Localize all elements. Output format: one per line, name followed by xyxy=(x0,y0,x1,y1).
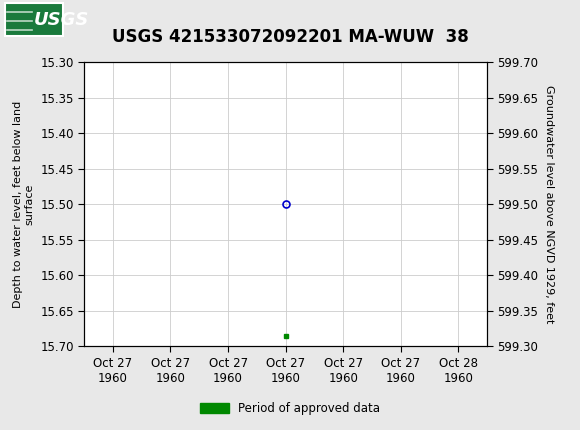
Legend: Period of approved data: Period of approved data xyxy=(195,397,385,420)
Y-axis label: Depth to water level, feet below land
surface: Depth to water level, feet below land su… xyxy=(13,101,35,308)
Text: USGS 421533072092201 MA-WUW  38: USGS 421533072092201 MA-WUW 38 xyxy=(111,28,469,46)
Text: USGS: USGS xyxy=(34,11,89,29)
Y-axis label: Groundwater level above NGVD 1929, feet: Groundwater level above NGVD 1929, feet xyxy=(544,85,554,323)
Bar xyxy=(5,3,63,37)
